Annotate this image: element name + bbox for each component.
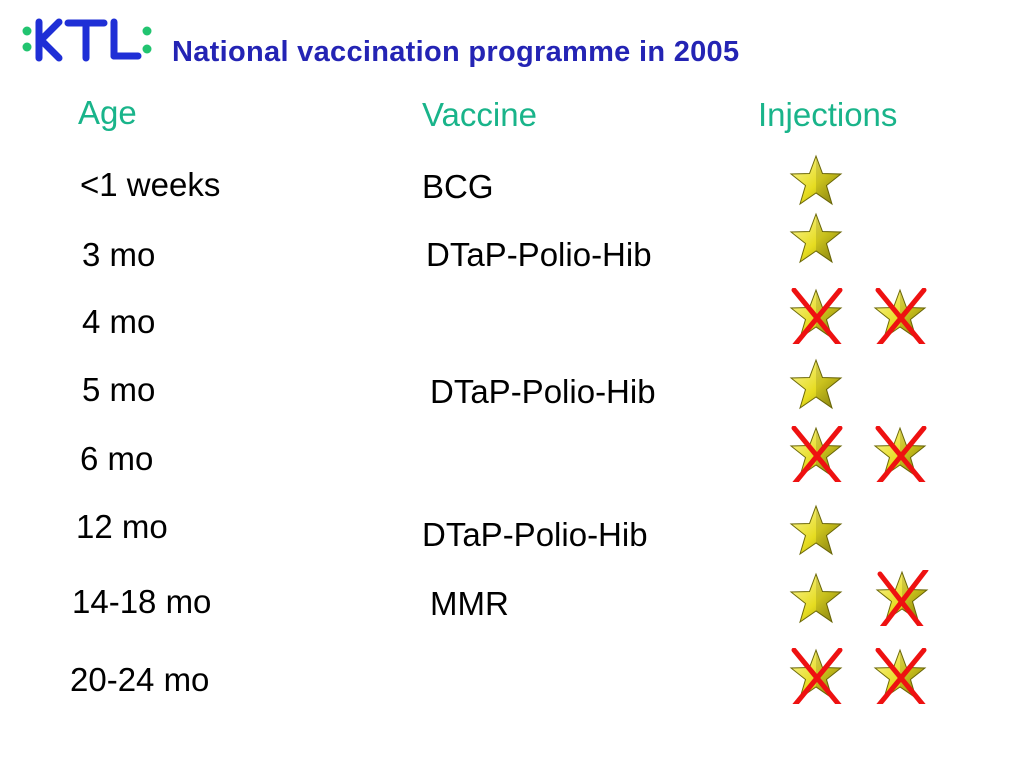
crossed-star-icon — [874, 426, 927, 482]
ktl-logo — [22, 18, 152, 62]
slide-title: National vaccination programme in 2005 — [172, 36, 740, 68]
star-icon — [790, 359, 842, 409]
crossed-star-icon — [874, 288, 927, 344]
star-icon — [790, 155, 842, 205]
age-cell: 6 mo — [80, 440, 154, 477]
header-injections: Injections — [758, 96, 898, 133]
star-icon — [790, 573, 842, 623]
header-vaccine: Vaccine — [422, 96, 537, 133]
age-cell: 5 mo — [82, 371, 156, 408]
header-age: Age — [78, 94, 137, 131]
star-icon — [790, 505, 842, 555]
star-icon — [790, 213, 842, 263]
crossed-star-icon — [874, 648, 927, 704]
vaccine-cell: DTaP-Polio-Hib — [426, 236, 652, 273]
vaccine-cell: BCG — [422, 168, 494, 205]
age-cell: 12 mo — [76, 508, 168, 545]
vaccine-cell: DTaP-Polio-Hib — [430, 373, 656, 410]
vaccine-cell: MMR — [430, 585, 509, 622]
vaccine-cell: DTaP-Polio-Hib — [422, 516, 648, 553]
age-cell: 14-18 mo — [72, 583, 212, 620]
age-cell: 20-24 mo — [70, 661, 210, 698]
crossed-star-icon — [790, 426, 843, 482]
age-cell: 3 mo — [82, 236, 156, 273]
crossed-star-icon — [790, 288, 843, 344]
age-cell: 4 mo — [82, 303, 156, 340]
crossed-star-icon — [790, 648, 843, 704]
crossed-star-icon — [876, 570, 929, 626]
age-cell: <1 weeks — [80, 166, 221, 203]
